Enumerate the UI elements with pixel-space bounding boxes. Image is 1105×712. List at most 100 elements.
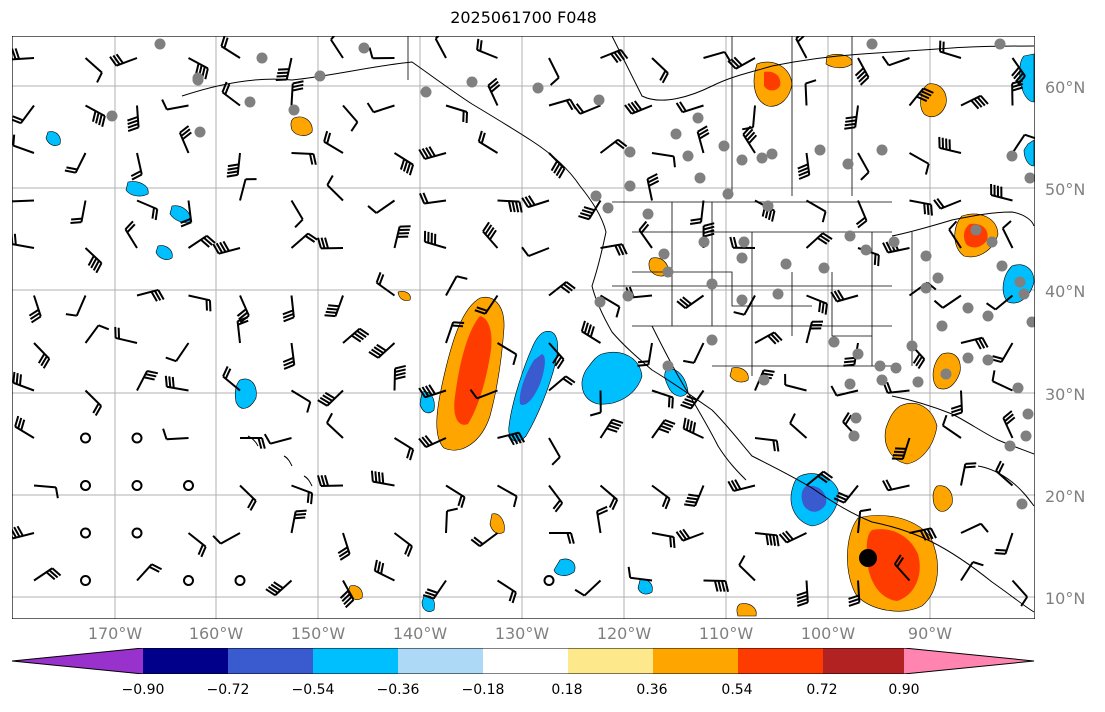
calm-wind-markers [80,432,555,586]
wind-barb [84,324,110,344]
wind-barb [1002,410,1016,439]
calm-wind-circle [80,432,91,444]
wind-barb [275,57,293,81]
colorbar-segment [313,648,398,674]
wind-barb [324,295,344,318]
wind-barb [548,437,561,466]
lat-label-20: 20°N [1045,487,1086,506]
station-dot [842,158,854,170]
wind-barb [187,532,207,558]
calm-wind-circle [183,480,194,491]
wind-barb [109,53,138,67]
wind-barb [282,295,295,323]
weather-map [12,36,1035,619]
wind-barb [548,281,576,297]
wind-barb [778,530,807,544]
wind-barb [948,220,962,249]
wind-barb [33,342,51,369]
wind-barb [994,532,1014,555]
wind-barb [599,138,628,154]
wind-barb [703,50,732,62]
wind-barb [290,389,312,413]
wind-barb [624,100,653,115]
station-dot [1016,498,1028,510]
wind-barb [960,561,984,582]
station-dot [706,334,718,346]
wind-barb [933,197,962,210]
colorbar-segment [398,648,483,674]
lon-label-100w: 100°W [800,624,856,643]
wind-barb [423,230,447,249]
station-dot [1004,440,1016,452]
wind-barb [342,104,359,132]
wind-barb [789,413,808,439]
wind-barb [368,342,396,359]
station-dot [698,236,710,248]
wind-barb [418,435,447,448]
wind-barb [578,199,602,221]
wind-barb [497,431,526,446]
station-dot [936,320,948,332]
wind-barb [572,103,601,115]
wind-barb [651,57,669,84]
colorbar-tick: −0.36 [376,682,420,698]
wind-barb [323,130,344,154]
wind-barb [805,470,834,487]
wind-barb [290,199,304,228]
wind-barb [422,579,447,600]
colorbar-segment [568,648,653,674]
wind-barb [445,484,466,509]
wind-barb [130,152,143,181]
wind-barb [265,579,293,597]
station-dot [420,86,432,98]
station-dot [888,236,900,248]
station-dot [818,262,830,274]
wind-barb [703,579,730,592]
wind-barb [84,247,103,274]
station-dot [106,110,118,122]
lon-label-90w: 90°W [907,624,953,643]
wind-barb [85,104,106,127]
wind-barb [651,484,671,510]
wind-barb [882,479,910,492]
lon-label-150w: 150°W [290,624,346,643]
wind-barb [589,390,602,417]
wind-barb [806,199,827,223]
wind-barb [474,294,499,315]
lon-label-160w: 160°W [188,624,244,643]
wind-barb [28,295,42,324]
wind-barb [470,532,499,547]
station-dot [762,200,774,212]
wind-barb [651,532,676,549]
lat-label-60: 60°N [1045,78,1086,97]
station-dot [358,42,370,54]
station-dot [912,376,924,388]
map-panel [12,36,1035,619]
wind-barb [580,320,602,344]
wind-barb [12,134,35,154]
colorbar-tick: 0.36 [636,682,668,698]
wind-barb [627,566,653,582]
wind-barb [339,580,355,609]
wind-barb [991,370,1013,392]
colorbar-extend-high [904,648,1034,674]
calm-wind-circle [80,480,91,491]
lat-label-40: 40°N [1045,282,1086,301]
station-dot [593,94,605,106]
colorbar-segment [738,648,823,674]
wind-barb [375,272,396,297]
station-dot [828,336,840,348]
wind-barb [806,294,828,315]
lon-label-170w: 170°W [87,624,143,643]
wind-barb [909,199,933,216]
wind-barb [754,331,783,345]
wind-barb [187,234,216,249]
station-dot [1026,316,1035,328]
wind-barb [754,532,780,547]
wind-barb [84,389,103,417]
wind-barb [795,36,808,59]
colorbar-segment [143,648,228,674]
wind-barb [960,336,989,350]
wind-barb [733,295,756,316]
lon-label-110w: 110°W [698,624,754,643]
